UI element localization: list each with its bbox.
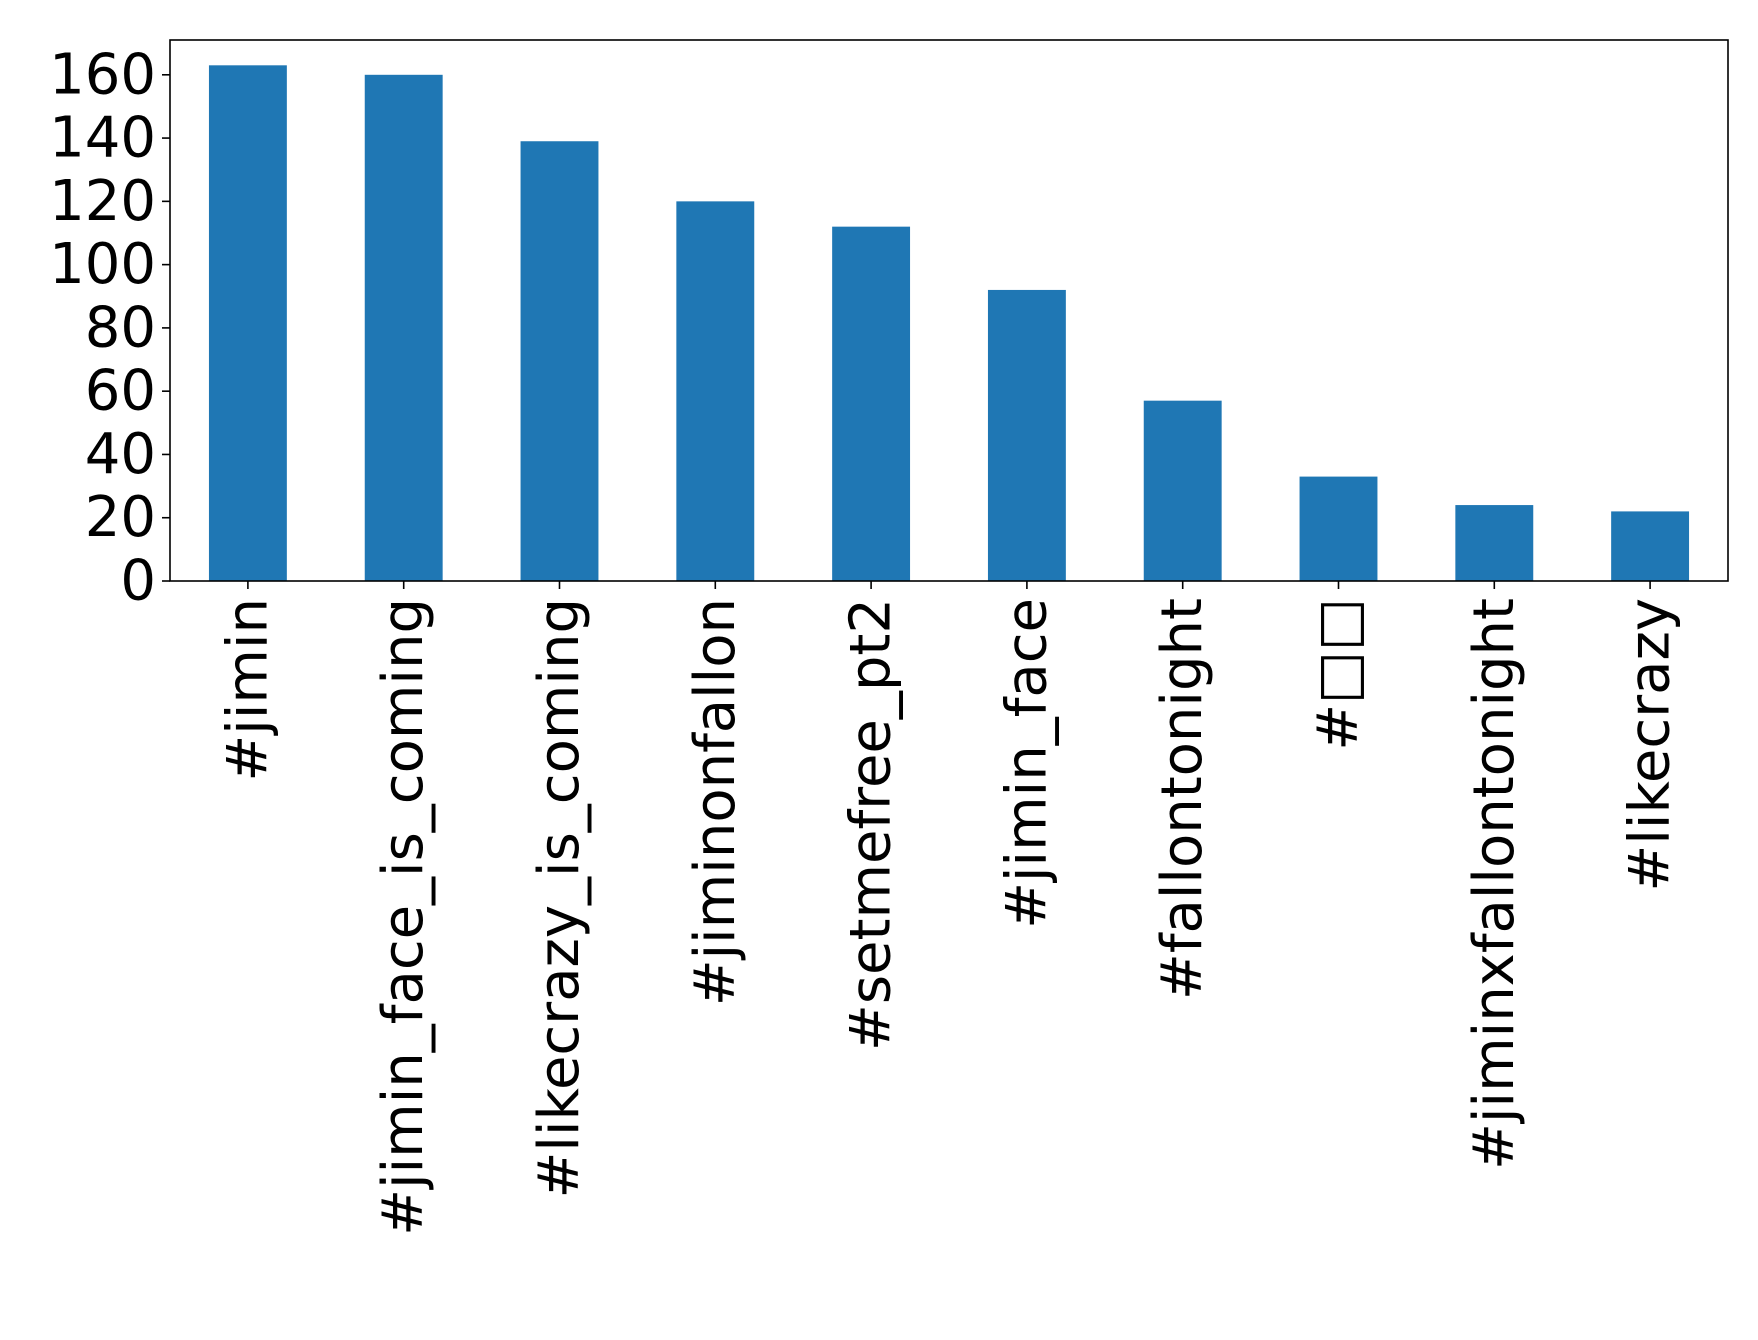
y-tick-label: 80 [85, 295, 156, 360]
y-tick-label: 40 [85, 422, 156, 487]
bar [1299, 476, 1378, 581]
x-tick-label: #likecrazy [1618, 598, 1683, 892]
x-tick-label: #setmefree_pt2 [839, 598, 904, 1051]
x-axis: #jimin #jimin_face_is_coming #likecrazy_is… [215, 581, 1683, 1236]
x-tick-label: #jiminxfallontonight [1462, 598, 1527, 1170]
x-tick-label: #jiminonfallon [683, 598, 748, 1006]
x-tick-label: #likecrazy_is_coming [527, 598, 592, 1199]
bar [832, 226, 911, 581]
bar [1455, 505, 1534, 581]
plot-frame [169, 39, 1729, 582]
bars-group [208, 65, 1690, 582]
bar [987, 289, 1066, 581]
y-tick-label: 20 [85, 485, 156, 550]
x-tick-label: #□□ [1306, 598, 1371, 751]
x-tick-label: #jimin [215, 598, 280, 782]
y-tick-label: 60 [85, 359, 156, 424]
x-tick-label: #jimin_face [994, 598, 1059, 929]
bar [676, 201, 755, 581]
bar [208, 65, 287, 582]
bar [1611, 511, 1690, 581]
bar [1143, 400, 1222, 581]
y-tick-label: 0 [120, 549, 156, 614]
bar [364, 74, 443, 581]
y-tick-label: 160 [49, 42, 156, 107]
y-tick-label: 120 [49, 169, 156, 234]
x-tick-label: #jimin_face_is_coming [371, 598, 436, 1236]
y-tick-label: 100 [49, 232, 156, 297]
bar [520, 141, 599, 582]
y-tick-label: 140 [49, 106, 156, 171]
x-tick-label: #fallontonight [1150, 598, 1215, 1000]
